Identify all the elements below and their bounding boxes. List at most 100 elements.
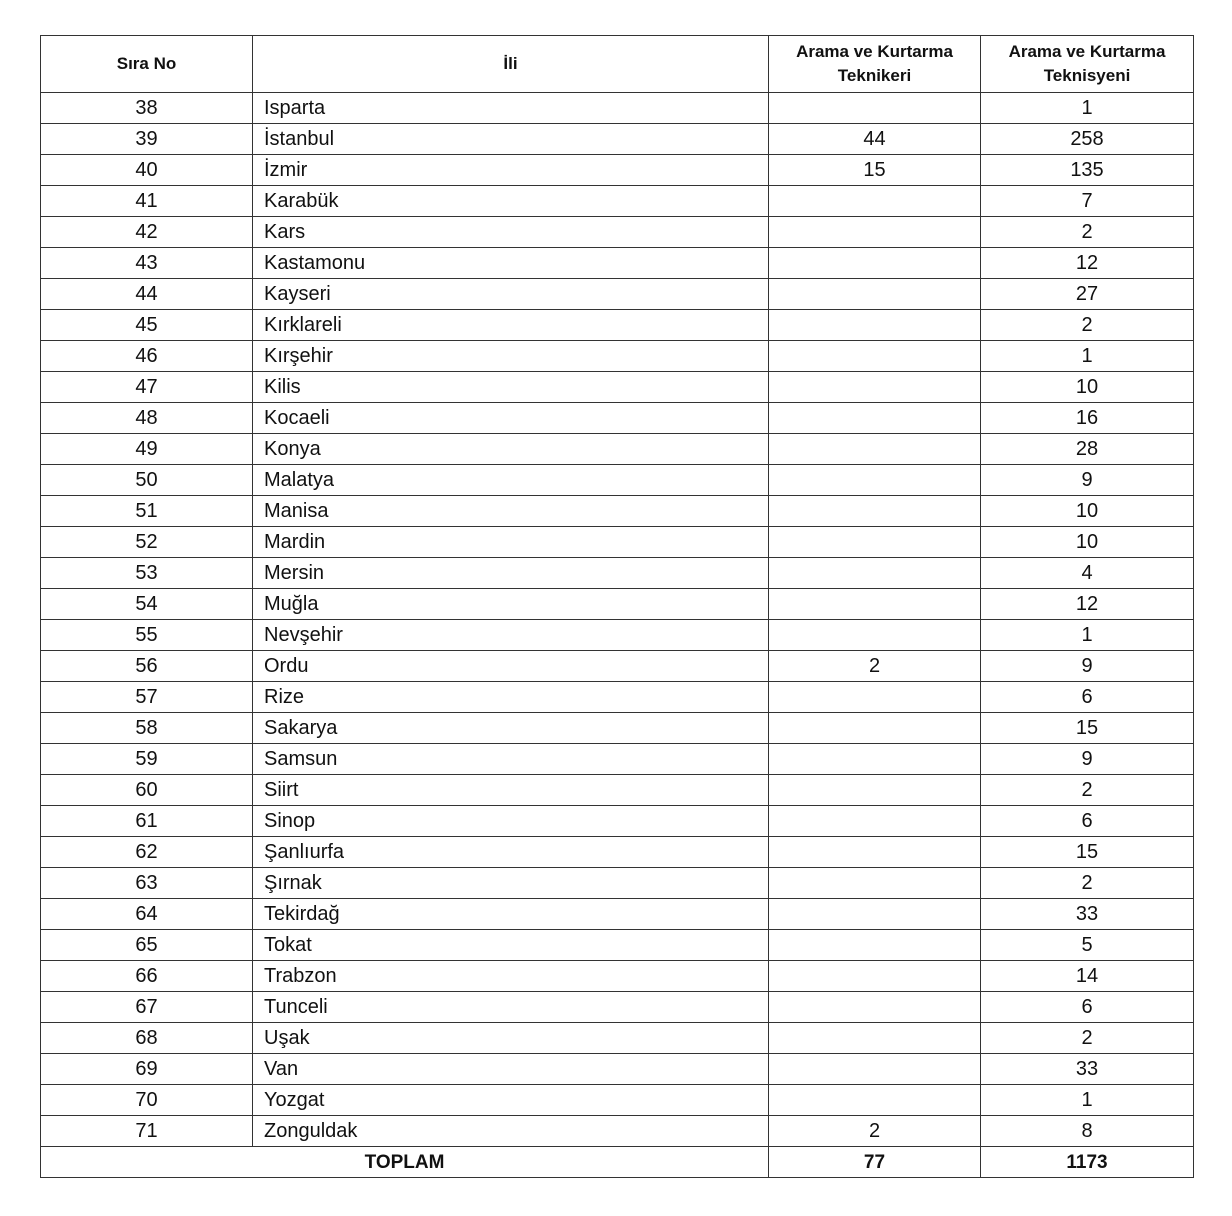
specialist-count: 1 <box>980 1084 1194 1116</box>
specialist-count: 2 <box>980 309 1194 341</box>
row-number: 61 <box>40 805 253 837</box>
row-number: 65 <box>40 929 253 961</box>
specialist-count: 33 <box>980 1053 1194 1085</box>
row-number: 39 <box>40 123 253 155</box>
row-number: 67 <box>40 991 253 1023</box>
specialist-count: 2 <box>980 774 1194 806</box>
technician-count <box>768 247 981 279</box>
province: Rize <box>252 681 769 713</box>
row-number: 44 <box>40 278 253 310</box>
province: Samsun <box>252 743 769 775</box>
province: Kastamonu <box>252 247 769 279</box>
row-number: 46 <box>40 340 253 372</box>
table-row: 48 Kocaeli 16 <box>40 402 1194 434</box>
table-row: 62 Şanlıurfa 15 <box>40 836 1194 868</box>
province: Kocaeli <box>252 402 769 434</box>
technician-count <box>768 712 981 744</box>
province: Uşak <box>252 1022 769 1054</box>
header-cell: Arama ve Kurtarma Teknikeri <box>768 35 981 93</box>
province: Kayseri <box>252 278 769 310</box>
total-label: TOPLAM <box>40 1146 769 1178</box>
technician-count <box>768 557 981 589</box>
specialist-count: 6 <box>980 681 1194 713</box>
province: Malatya <box>252 464 769 496</box>
row-number: 51 <box>40 495 253 527</box>
province: Kars <box>252 216 769 248</box>
technician-count <box>768 743 981 775</box>
technician-count <box>768 526 981 558</box>
technician-count: 2 <box>768 650 981 682</box>
row-number: 70 <box>40 1084 253 1116</box>
province: Tekirdağ <box>252 898 769 930</box>
technician-count <box>768 216 981 248</box>
row-number: 45 <box>40 309 253 341</box>
technician-count <box>768 185 981 217</box>
specialist-count: 9 <box>980 650 1194 682</box>
table-row: 46 Kırşehir 1 <box>40 340 1194 372</box>
technician-count: 2 <box>768 1115 981 1147</box>
table-row: 38 Isparta 1 <box>40 92 1194 124</box>
technician-count <box>768 371 981 403</box>
table-row: 54 Muğla 12 <box>40 588 1194 620</box>
technician-count <box>768 1053 981 1085</box>
province: Ordu <box>252 650 769 682</box>
table-row: 47 Kilis 10 <box>40 371 1194 403</box>
header-cell: Arama ve Kurtarma Teknisyeni <box>980 35 1194 93</box>
specialist-count: 10 <box>980 526 1194 558</box>
specialist-count: 6 <box>980 991 1194 1023</box>
province: Muğla <box>252 588 769 620</box>
specialist-count: 10 <box>980 371 1194 403</box>
technician-count <box>768 805 981 837</box>
row-number: 57 <box>40 681 253 713</box>
specialist-count: 2 <box>980 867 1194 899</box>
row-number: 71 <box>40 1115 253 1147</box>
specialist-count: 33 <box>980 898 1194 930</box>
table-row: 57 Rize 6 <box>40 681 1194 713</box>
row-number: 43 <box>40 247 253 279</box>
specialist-count: 9 <box>980 743 1194 775</box>
province: Zonguldak <box>252 1115 769 1147</box>
row-number: 55 <box>40 619 253 651</box>
specialist-count: 12 <box>980 588 1194 620</box>
table-row: 68 Uşak 2 <box>40 1022 1194 1054</box>
province: Konya <box>252 433 769 465</box>
row-number: 42 <box>40 216 253 248</box>
table-row: 39 İstanbul 44 258 <box>40 123 1194 155</box>
row-number: 66 <box>40 960 253 992</box>
specialist-count: 2 <box>980 216 1194 248</box>
row-number: 64 <box>40 898 253 930</box>
province: Kırşehir <box>252 340 769 372</box>
province: Tokat <box>252 929 769 961</box>
table-row: 44 Kayseri 27 <box>40 278 1194 310</box>
table-row: 55 Nevşehir 1 <box>40 619 1194 651</box>
technician-count <box>768 836 981 868</box>
header-cell: Sıra No <box>40 35 253 93</box>
province: Kilis <box>252 371 769 403</box>
province: Manisa <box>252 495 769 527</box>
specialist-count: 2 <box>980 1022 1194 1054</box>
technician-count <box>768 1084 981 1116</box>
specialist-count: 12 <box>980 247 1194 279</box>
specialist-count: 27 <box>980 278 1194 310</box>
row-number: 49 <box>40 433 253 465</box>
specialist-count: 9 <box>980 464 1194 496</box>
province: Sinop <box>252 805 769 837</box>
row-number: 53 <box>40 557 253 589</box>
total-value: 77 <box>768 1146 981 1178</box>
province: Şanlıurfa <box>252 836 769 868</box>
technician-count <box>768 278 981 310</box>
table-row: 41 Karabük 7 <box>40 185 1194 217</box>
table-row: 42 Kars 2 <box>40 216 1194 248</box>
province: Van <box>252 1053 769 1085</box>
technician-count <box>768 681 981 713</box>
data-table: Sıra No İli Arama ve Kurtarma Teknikeri Ara… <box>40 35 1194 1178</box>
technician-count <box>768 619 981 651</box>
table-row: 52 Mardin 10 <box>40 526 1194 558</box>
row-number: 58 <box>40 712 253 744</box>
row-number: 52 <box>40 526 253 558</box>
table-row: 66 Trabzon 14 <box>40 960 1194 992</box>
table-row: 60 Siirt 2 <box>40 774 1194 806</box>
province: İstanbul <box>252 123 769 155</box>
technician-count: 44 <box>768 123 981 155</box>
row-number: 62 <box>40 836 253 868</box>
